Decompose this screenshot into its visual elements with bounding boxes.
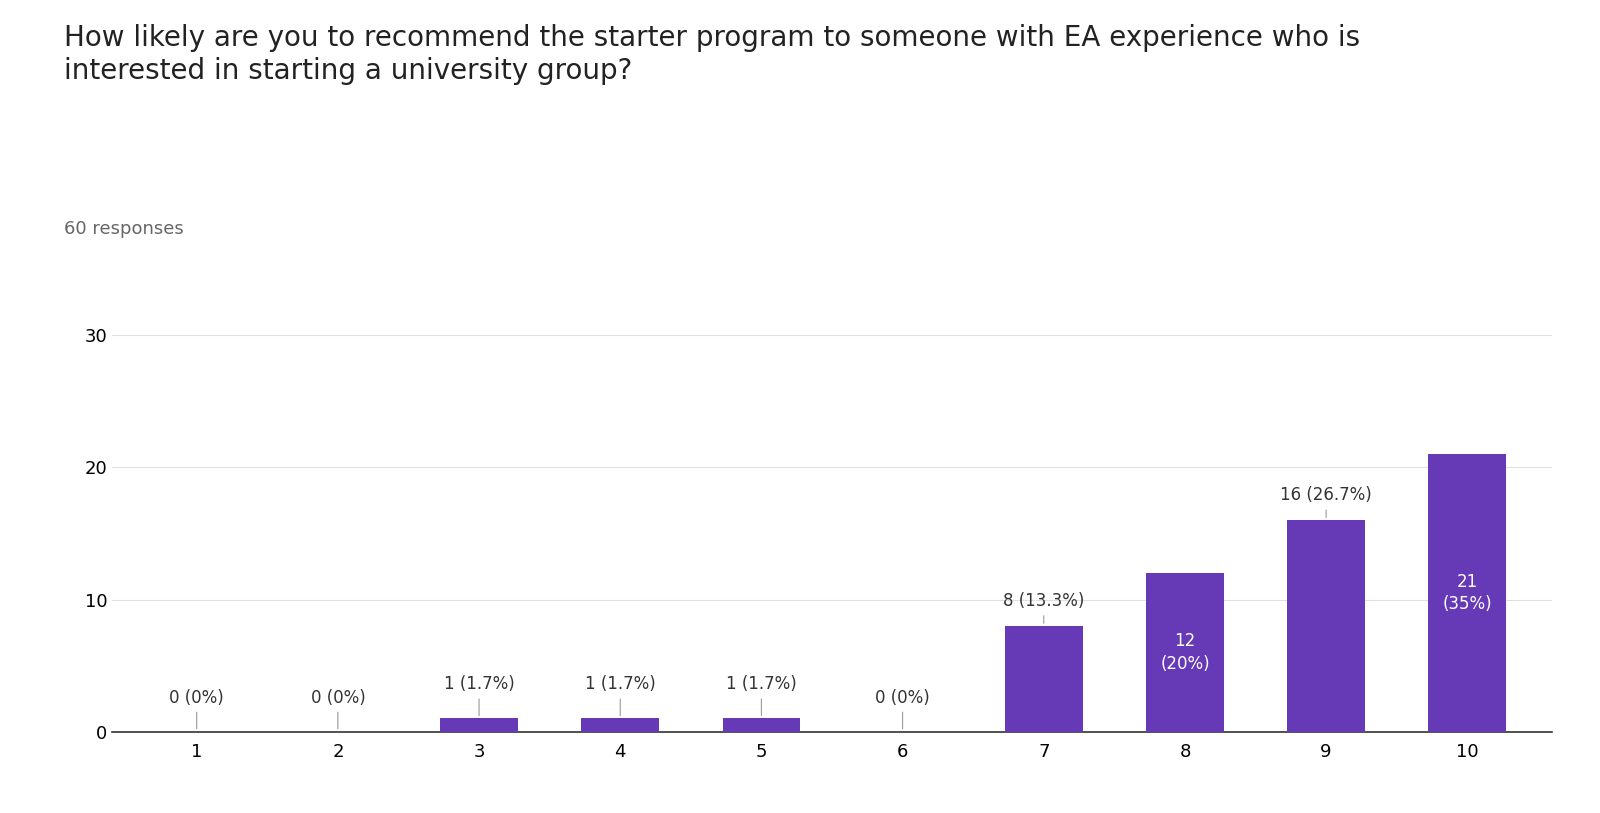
Bar: [723, 719, 800, 732]
Text: How likely are you to recommend the starter program to someone with EA experienc: How likely are you to recommend the star…: [64, 24, 1360, 85]
Text: 8 (13.3%): 8 (13.3%): [1003, 592, 1085, 624]
Text: 60 responses: 60 responses: [64, 220, 184, 237]
Text: 0 (0%): 0 (0%): [170, 689, 224, 728]
Text: 1 (1.7%): 1 (1.7%): [726, 676, 797, 715]
Bar: [1005, 626, 1083, 732]
Text: 16 (26.7%): 16 (26.7%): [1280, 486, 1371, 518]
Text: 1 (1.7%): 1 (1.7%): [443, 676, 515, 715]
Bar: [1146, 573, 1224, 732]
Text: 12
(20%): 12 (20%): [1160, 633, 1210, 672]
Bar: [581, 719, 659, 732]
Bar: [1288, 520, 1365, 732]
Text: 0 (0%): 0 (0%): [875, 689, 930, 728]
Bar: [440, 719, 518, 732]
Bar: [1429, 454, 1506, 732]
Text: 1 (1.7%): 1 (1.7%): [586, 676, 656, 715]
Text: 0 (0%): 0 (0%): [310, 689, 365, 728]
Text: 21
(35%): 21 (35%): [1443, 573, 1493, 613]
